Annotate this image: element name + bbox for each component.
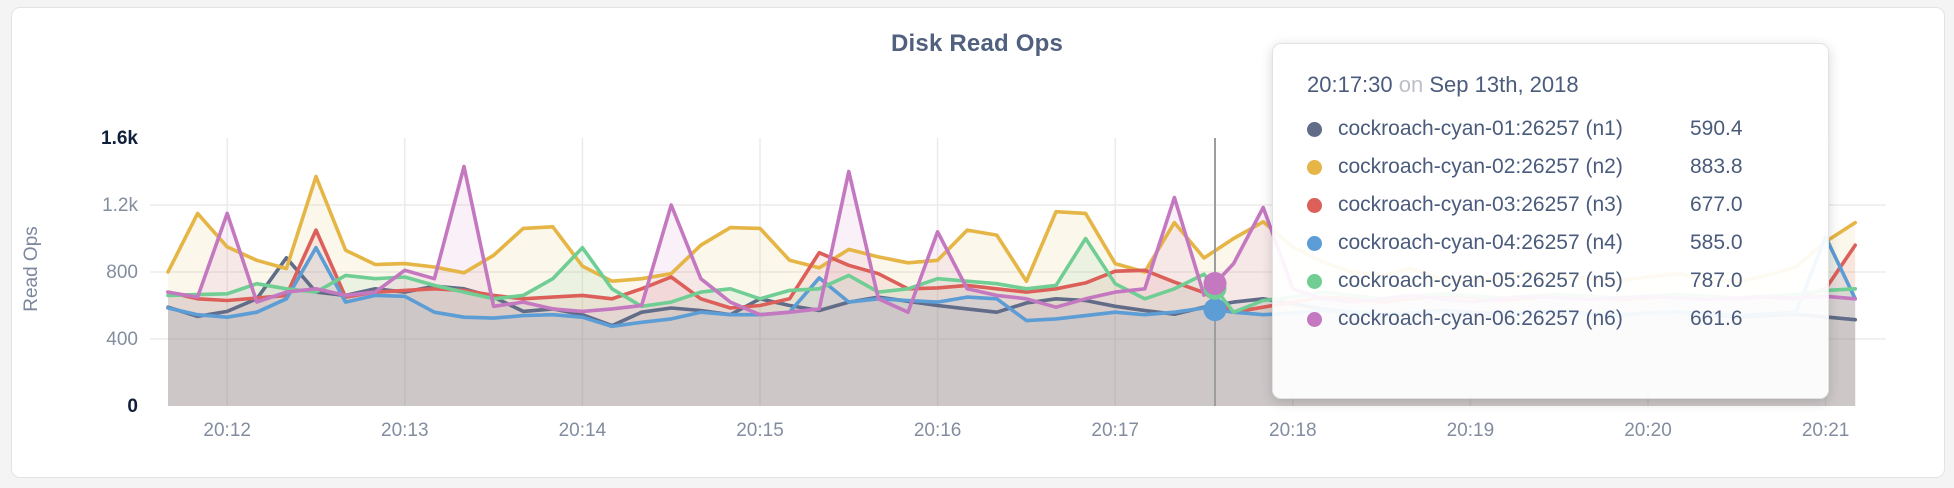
series-value: 585.0 — [1690, 231, 1743, 254]
series-label: cockroach-cyan-05:26257 (n5) — [1338, 269, 1623, 292]
series-dot-icon — [1307, 197, 1322, 213]
hover-tooltip: 20:17:30 on Sep 13th, 2018 cockroach-cya… — [1272, 43, 1829, 399]
tooltip-row-n5: cockroach-cyan-05:26257 (n5) 787.0 — [1307, 262, 1804, 300]
x-tick-label: 20:14 — [558, 420, 607, 441]
series-dot-icon — [1307, 273, 1322, 289]
tooltip-row-n4: cockroach-cyan-04:26257 (n4) 585.0 — [1307, 224, 1804, 262]
tooltip-row-n1: cockroach-cyan-01:26257 (n1) 590.4 — [1307, 110, 1804, 148]
series-label: cockroach-cyan-01:26257 (n1) — [1338, 117, 1623, 140]
tooltip-row-n2: cockroach-cyan-02:26257 (n2) 883.8 — [1307, 148, 1804, 186]
series-value: 787.0 — [1690, 269, 1743, 292]
x-tick-label: 20:18 — [1269, 420, 1317, 441]
chart-title: Disk Read Ops — [891, 30, 1063, 57]
tooltip-date: Sep 13th, 2018 — [1429, 72, 1579, 97]
y-tick-label: 1.6k — [101, 128, 138, 149]
y-tick-label: 800 — [106, 262, 138, 283]
series-dot-icon — [1307, 311, 1322, 327]
x-tick-label: 20:12 — [203, 420, 251, 441]
series-value: 661.6 — [1690, 307, 1743, 330]
hover-dot-n4 — [1203, 298, 1227, 322]
x-tick-label: 20:21 — [1801, 420, 1850, 441]
series-label: cockroach-cyan-04:26257 (n4) — [1338, 231, 1623, 254]
series-label: cockroach-cyan-06:26257 (n6) — [1338, 307, 1623, 330]
y-tick-label: 1.2k — [102, 195, 138, 216]
series-dot-icon — [1307, 121, 1322, 137]
y-tick-label: 400 — [106, 329, 138, 350]
series-label: cockroach-cyan-02:26257 (n2) — [1338, 155, 1623, 178]
series-value: 590.4 — [1690, 117, 1743, 140]
x-tick-label: 20:15 — [736, 420, 784, 441]
tooltip-time: 20:17:30 — [1307, 72, 1393, 97]
x-tick-label: 20:13 — [381, 420, 429, 441]
series-dot-icon — [1307, 235, 1322, 251]
series-value: 883.8 — [1690, 155, 1743, 178]
x-tick-label: 20:20 — [1624, 420, 1672, 441]
x-tick-label: 20:16 — [913, 420, 962, 441]
hover-dot-n6 — [1203, 272, 1227, 295]
series-dot-icon — [1307, 159, 1322, 175]
tooltip-row-n6: cockroach-cyan-06:26257 (n6) 661.6 — [1307, 300, 1804, 338]
x-tick-label: 20:17 — [1091, 420, 1139, 441]
x-tick-label: 20:19 — [1446, 420, 1495, 441]
tooltip-header: 20:17:30 on Sep 13th, 2018 — [1307, 72, 1804, 98]
tooltip-rows: cockroach-cyan-01:26257 (n1) 590.4 cockroa… — [1307, 110, 1804, 338]
series-label: cockroach-cyan-03:26257 (n3) — [1338, 193, 1623, 216]
y-tick-label: 0 — [127, 396, 138, 417]
tooltip-conjunction: on — [1398, 72, 1424, 97]
series-value: 677.0 — [1690, 193, 1743, 216]
tooltip-row-n3: cockroach-cyan-03:26257 (n3) 677.0 — [1307, 186, 1804, 224]
